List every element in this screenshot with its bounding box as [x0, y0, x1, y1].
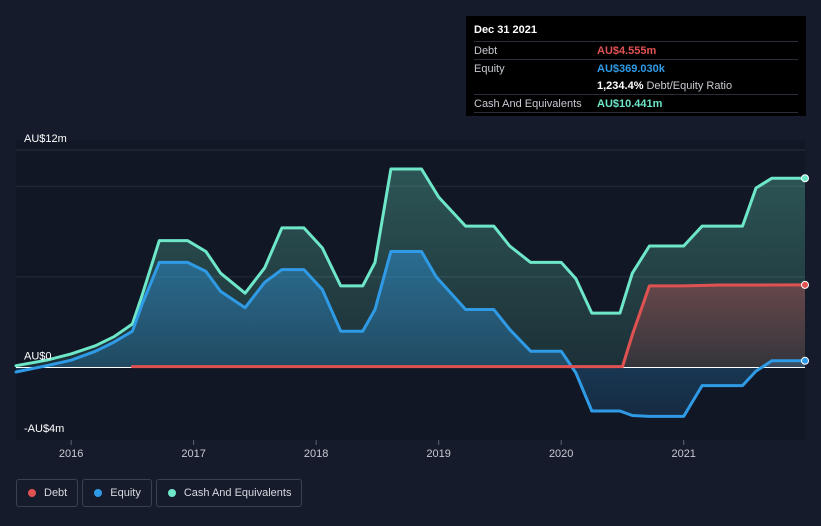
y-tick-label: AU$12m [24, 133, 67, 145]
tooltip-value: AU$4.555m [597, 44, 657, 57]
tooltip-value: 1,234.4% [597, 79, 644, 92]
equity-endpoint[interactable] [801, 356, 809, 365]
y-axis-labels: AU$12m AU$0 -AU$4m [24, 133, 67, 435]
tooltip-suffix: Debt/Equity Ratio [646, 79, 733, 92]
y-tick-label: AU$0 [24, 350, 52, 362]
series-areas [16, 169, 805, 417]
legend-item-equity[interactable]: Equity [82, 479, 152, 507]
debt-line [130, 283, 807, 369]
tooltip-value: AU$369.030k [597, 62, 665, 75]
tooltip-label: Cash And Equivalents [474, 97, 582, 110]
tooltip-row-equity: Equity AU$369.030k [474, 59, 798, 77]
tooltip-date: Dec 31 2021 [474, 24, 537, 36]
legend-label: Cash And Equivalents [183, 487, 292, 499]
tooltip-panel: Dec 31 2021 Debt AU$4.555m Equity AU$369… [466, 16, 806, 116]
y-tick-label: -AU$4m [24, 423, 64, 435]
legend-label: Debt [44, 487, 68, 499]
legend-item-debt[interactable]: Debt [16, 479, 79, 507]
x-tick-label: 2019 [426, 448, 450, 460]
x-tick-label: 2018 [304, 448, 328, 460]
series-lines [14, 167, 807, 418]
x-tick-label: 2016 [59, 448, 83, 460]
equity-line [14, 250, 807, 418]
debt-area [132, 284, 805, 368]
legend-dot-icon [28, 489, 36, 497]
tooltip-label: Equity [474, 62, 505, 75]
x-tick-label: 2020 [549, 448, 573, 460]
tooltip-label: Debt [474, 44, 498, 57]
series-endpoints [801, 174, 809, 365]
legend: Debt Equity Cash And Equivalents [16, 479, 303, 507]
tooltip-value: AU$10.441m [597, 97, 663, 110]
tooltip-row-cash: Cash And Equivalents AU$10.441m [474, 94, 798, 113]
legend-dot-icon [94, 489, 103, 497]
legend-item-cash[interactable]: Cash And Equivalents [155, 479, 303, 507]
tooltip-row-ratio: 1,234.4% Debt/Equity Ratio [474, 77, 798, 94]
tooltip-row-debt: Debt AU$4.555m [474, 41, 798, 59]
legend-label: Equity [110, 487, 141, 499]
equity-area [16, 251, 805, 417]
x-axis: 2016 2017 2018 2019 2020 2021 [59, 440, 696, 460]
x-tick-label: 2021 [671, 448, 695, 460]
x-tick-label: 2017 [181, 448, 205, 460]
legend-dot-icon [167, 489, 176, 497]
debt-endpoint[interactable] [801, 280, 809, 289]
cash-line [14, 167, 807, 368]
cash-endpoint[interactable] [801, 174, 809, 183]
